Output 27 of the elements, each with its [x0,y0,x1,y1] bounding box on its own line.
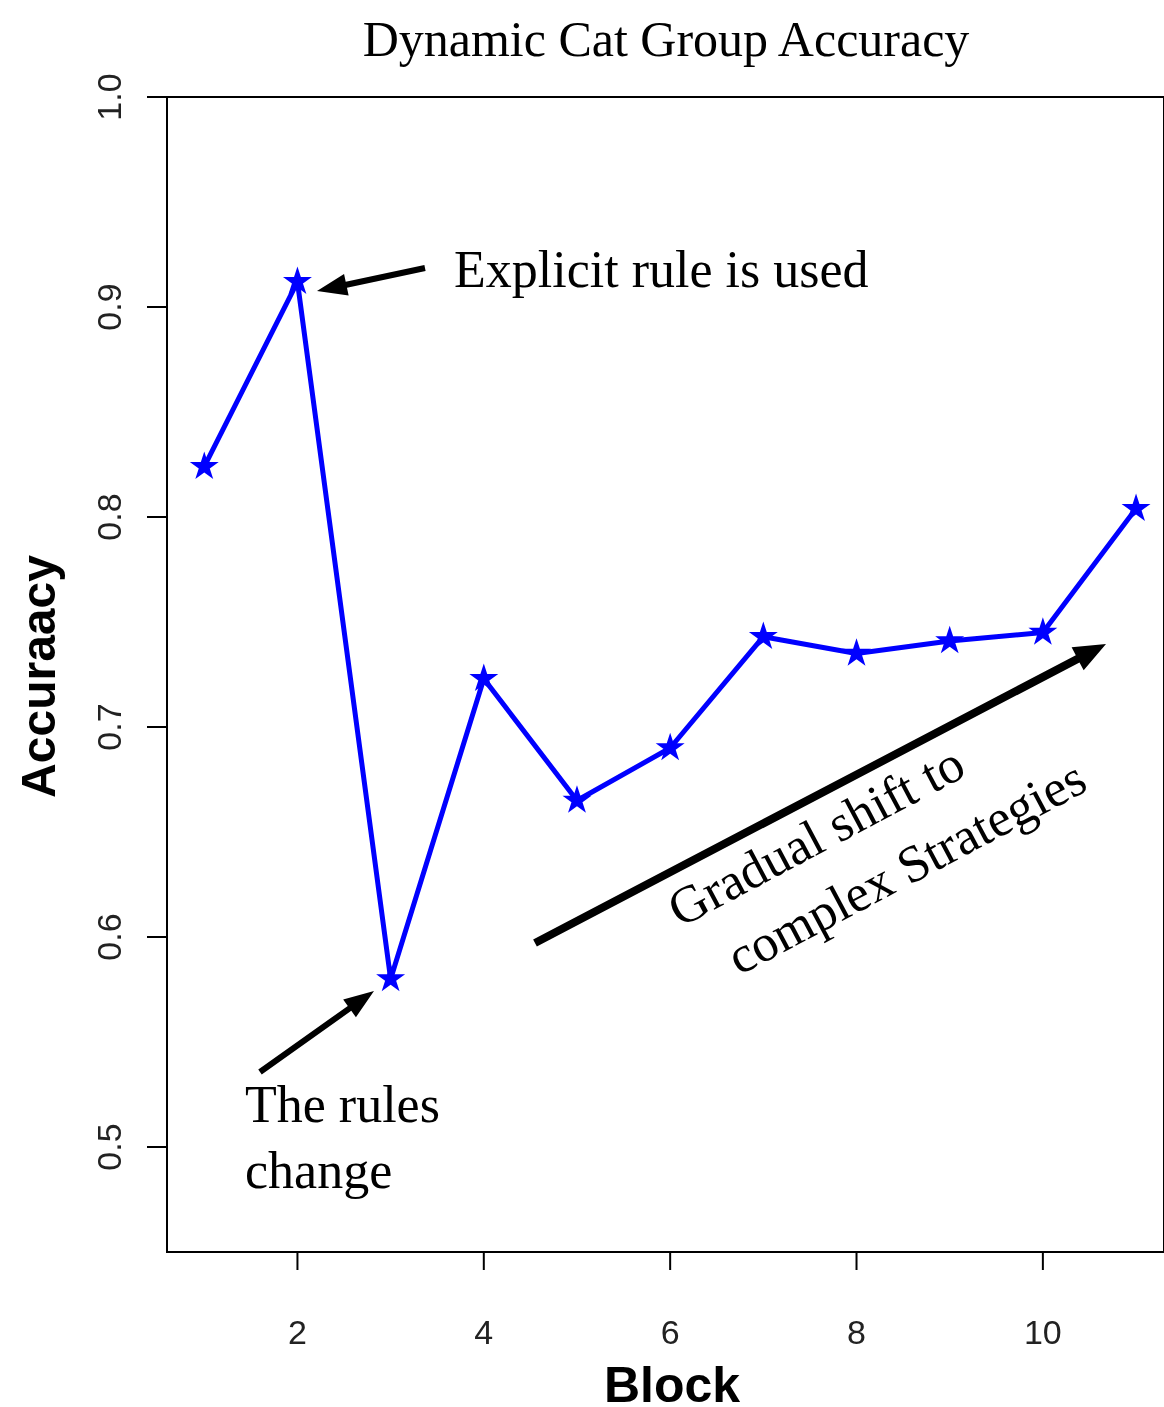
y-tick-label: 0.5 [89,1123,128,1171]
point [469,663,499,692]
x-tick-label: 8 [847,1313,866,1351]
y-tick-label: 0.6 [89,913,128,961]
point [282,266,312,295]
point [562,785,592,813]
annotation: Explicit rule is used [454,241,869,298]
point [842,638,871,666]
y-axis-title: Accuraacy [12,554,65,798]
point [1121,493,1151,521]
annotation: The rules change [245,1076,440,1199]
chart-title: Dynamic Cat Group Accuracy [362,11,970,67]
x-tick-label: 6 [660,1313,680,1351]
y-tick-label: 0.9 [89,283,128,331]
x-axis-title: Block [603,1357,741,1407]
y-tick-label: 0.8 [89,493,128,541]
y-tick-label: 1.0 [89,73,128,121]
point [189,451,219,479]
x-tick-label: 2 [287,1313,307,1351]
x-tick-label: 4 [474,1313,494,1351]
y-tick-label: 0.7 [89,703,128,751]
x-tick-label: 10 [1023,1313,1062,1351]
point [655,732,685,761]
point [935,625,965,654]
point [376,963,406,992]
point [748,621,778,650]
point [1028,617,1058,645]
